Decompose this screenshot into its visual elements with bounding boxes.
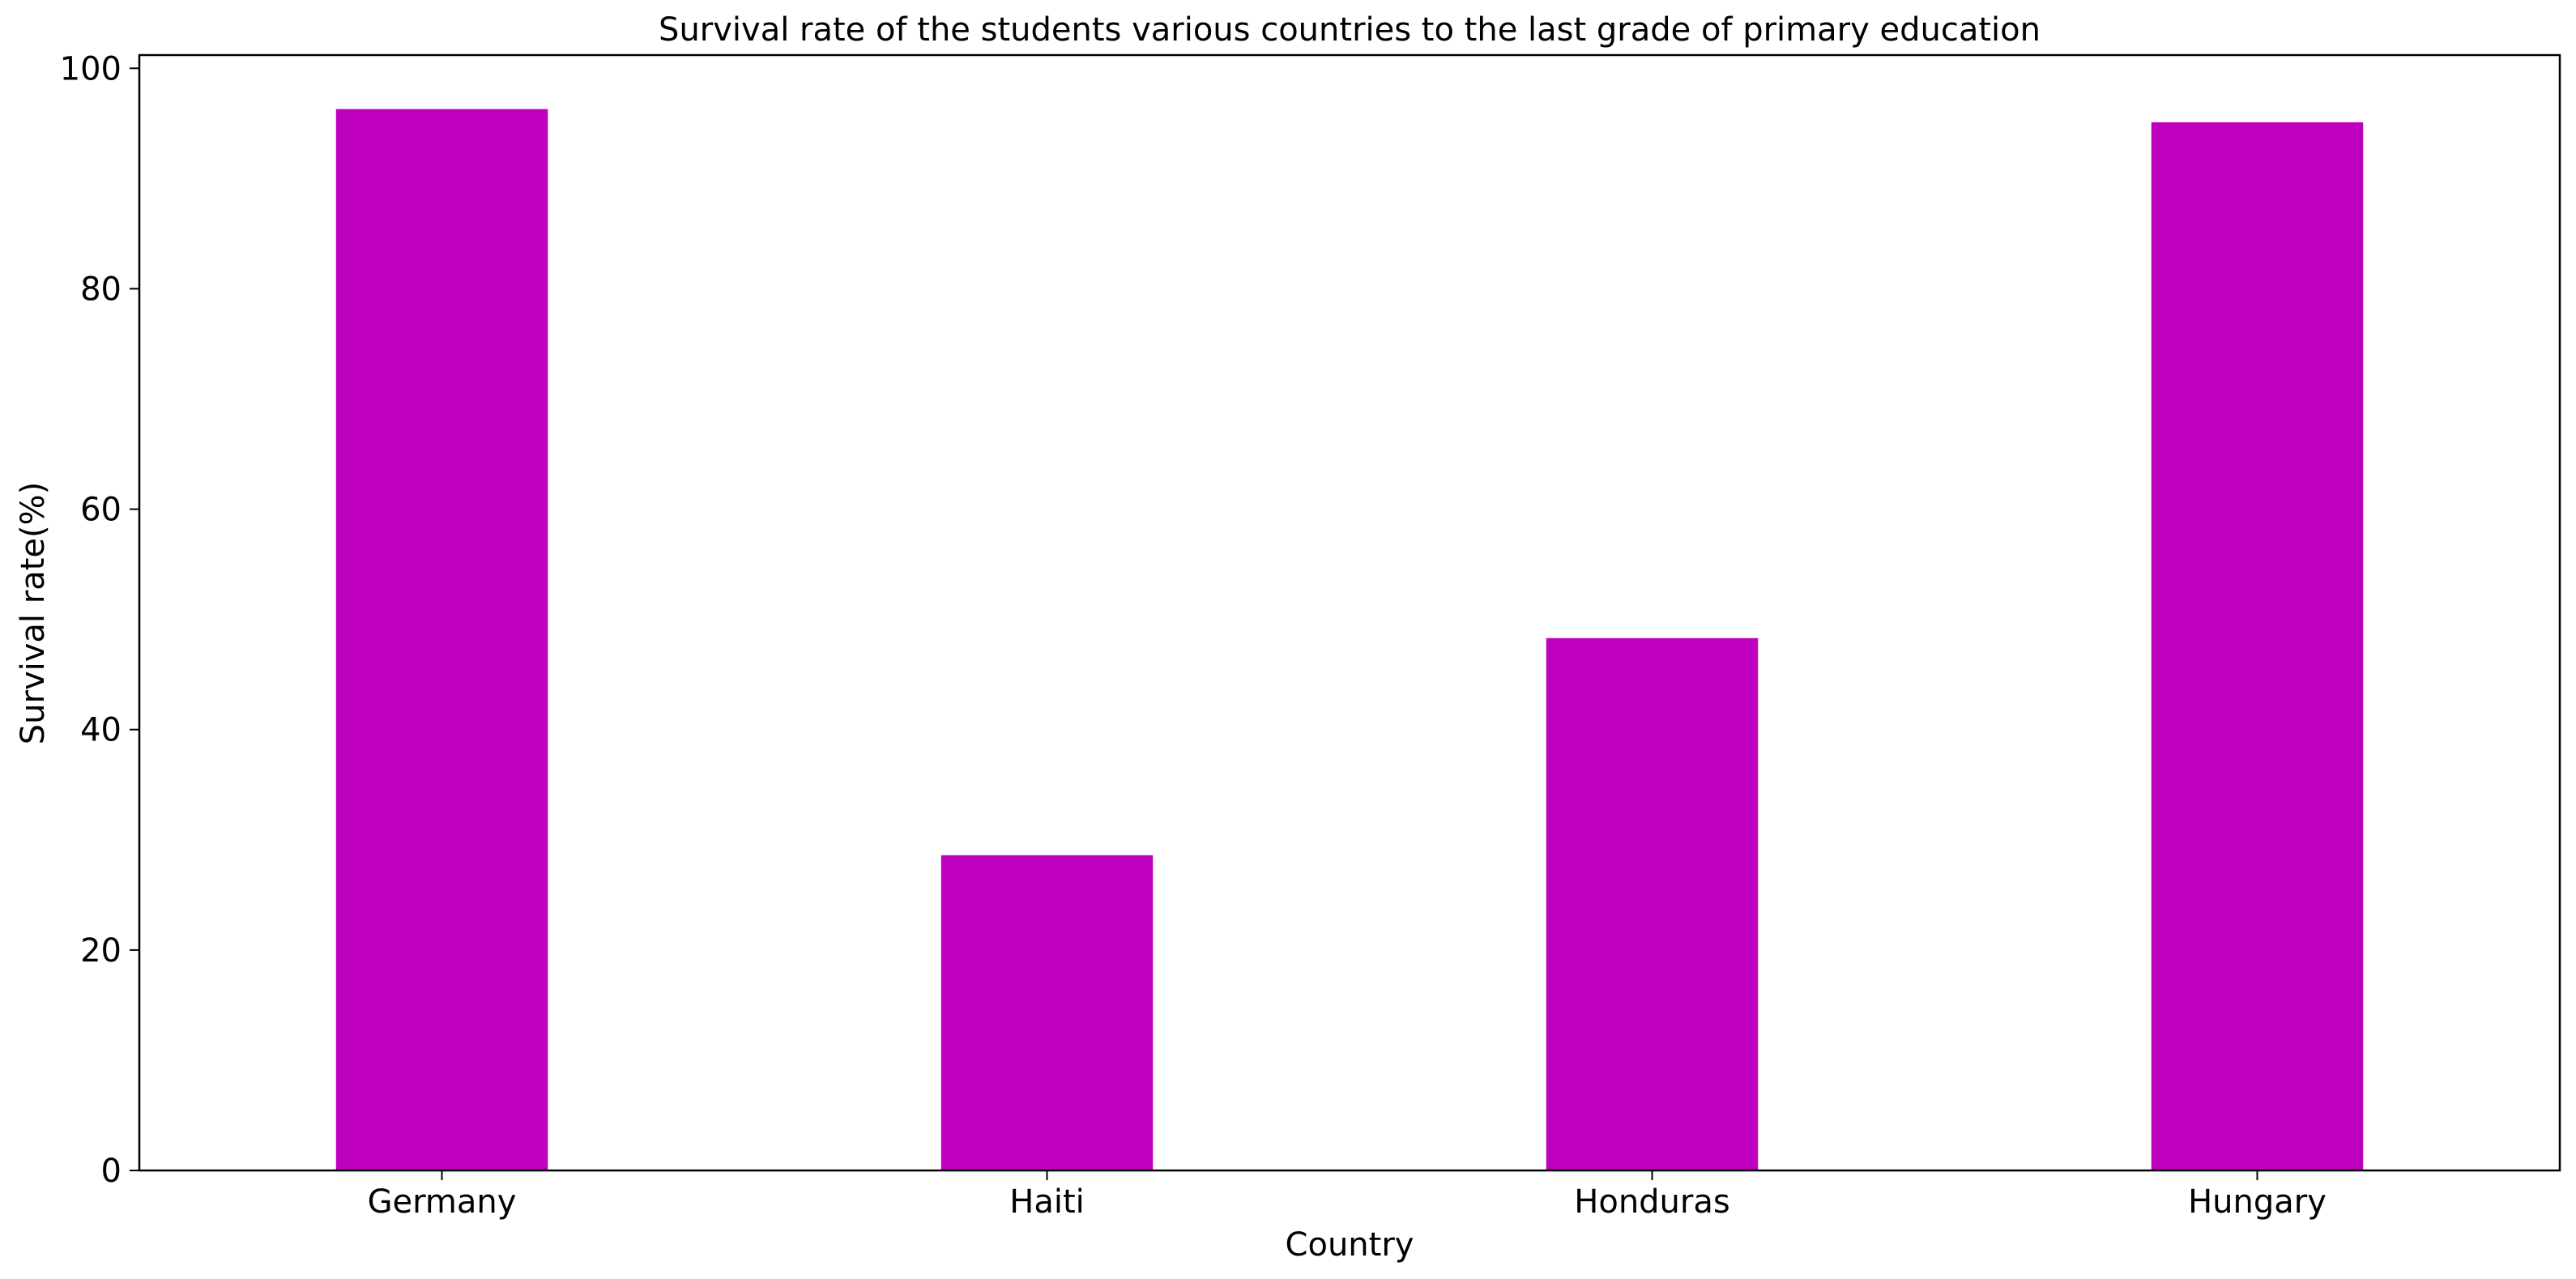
x-tick-label: Hungary bbox=[2188, 1183, 2327, 1221]
x-tick-label: Haiti bbox=[1009, 1183, 1085, 1221]
bars-layer bbox=[335, 109, 2364, 1171]
bar-haiti bbox=[940, 855, 1154, 1170]
x-axis-label: Country bbox=[1286, 1226, 1414, 1264]
y-tick-label: 40 bbox=[80, 712, 122, 749]
y-tick-label: 80 bbox=[80, 271, 122, 308]
y-tick-label: 60 bbox=[80, 492, 122, 529]
y-axis-ticks: 0 20 40 60 80 100 bbox=[60, 50, 139, 1190]
x-tick-label: Honduras bbox=[1574, 1183, 1729, 1221]
bar-hungary bbox=[2151, 122, 2364, 1171]
plot-frame bbox=[138, 53, 2561, 1172]
chart-title: Survival rate of the students various co… bbox=[659, 11, 2041, 49]
bar-germany bbox=[335, 109, 548, 1170]
bar-honduras bbox=[1546, 637, 1759, 1170]
y-tick-label: 20 bbox=[80, 932, 122, 970]
x-axis-ticks: Germany Haiti Honduras Hungary bbox=[368, 1170, 2327, 1221]
y-axis-label: Survival rate(%) bbox=[15, 482, 52, 744]
x-tick-label: Germany bbox=[368, 1183, 517, 1221]
y-tick-label: 100 bbox=[60, 50, 122, 87]
y-tick-label: 0 bbox=[101, 1153, 122, 1190]
